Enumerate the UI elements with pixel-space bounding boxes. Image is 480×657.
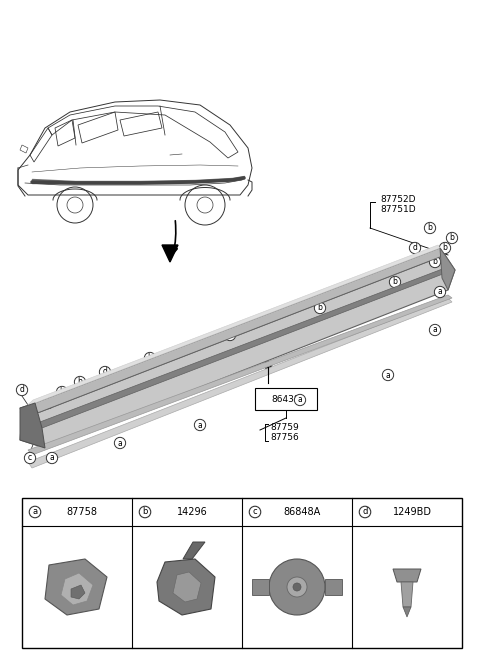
Polygon shape xyxy=(28,298,452,468)
Text: b: b xyxy=(78,378,83,386)
FancyBboxPatch shape xyxy=(22,498,462,648)
Polygon shape xyxy=(183,542,205,559)
Text: 87752D: 87752D xyxy=(380,196,416,204)
Text: a: a xyxy=(438,288,443,296)
Polygon shape xyxy=(20,403,45,448)
Polygon shape xyxy=(440,248,455,290)
FancyBboxPatch shape xyxy=(255,388,317,410)
Polygon shape xyxy=(20,245,440,416)
Polygon shape xyxy=(173,572,201,602)
Text: c: c xyxy=(28,453,32,463)
Text: a: a xyxy=(49,453,54,463)
Polygon shape xyxy=(393,569,421,582)
Text: c: c xyxy=(252,507,257,516)
Polygon shape xyxy=(71,585,85,599)
Polygon shape xyxy=(325,579,342,595)
Text: b: b xyxy=(60,388,64,397)
Text: b: b xyxy=(428,223,432,233)
Text: b: b xyxy=(46,399,50,407)
Polygon shape xyxy=(28,295,452,455)
Text: 86438: 86438 xyxy=(272,394,300,403)
Text: 14296: 14296 xyxy=(177,507,207,517)
Text: d: d xyxy=(20,386,24,394)
Circle shape xyxy=(293,583,301,591)
Text: a: a xyxy=(432,325,437,334)
Text: a: a xyxy=(298,396,302,405)
Text: b: b xyxy=(228,330,232,340)
Text: 87751D: 87751D xyxy=(380,206,416,214)
Polygon shape xyxy=(23,268,448,428)
Text: b: b xyxy=(393,277,397,286)
Polygon shape xyxy=(252,579,269,595)
Text: 87756: 87756 xyxy=(270,434,299,443)
Text: b: b xyxy=(142,507,148,516)
Text: 1249BD: 1249BD xyxy=(393,507,432,517)
Polygon shape xyxy=(45,559,107,615)
Text: a: a xyxy=(198,420,203,430)
Text: d: d xyxy=(103,367,108,376)
Polygon shape xyxy=(20,255,455,448)
Text: a: a xyxy=(385,371,390,380)
Circle shape xyxy=(287,577,307,597)
Circle shape xyxy=(264,361,272,369)
Polygon shape xyxy=(20,248,445,416)
Text: d: d xyxy=(413,244,418,252)
Polygon shape xyxy=(401,582,413,607)
Text: d: d xyxy=(362,507,368,516)
Text: 86848A: 86848A xyxy=(283,507,321,517)
Text: 87759: 87759 xyxy=(270,422,299,432)
Text: b: b xyxy=(318,304,323,313)
Polygon shape xyxy=(403,607,411,617)
Polygon shape xyxy=(61,573,93,605)
Text: 87758: 87758 xyxy=(67,507,97,517)
Text: b: b xyxy=(432,258,437,267)
Text: a: a xyxy=(33,507,37,516)
Polygon shape xyxy=(162,245,178,262)
Polygon shape xyxy=(157,559,215,615)
Text: a: a xyxy=(118,438,122,447)
Text: b: b xyxy=(450,233,455,242)
Text: b: b xyxy=(147,353,153,363)
Circle shape xyxy=(269,559,325,615)
Text: b: b xyxy=(443,244,447,252)
